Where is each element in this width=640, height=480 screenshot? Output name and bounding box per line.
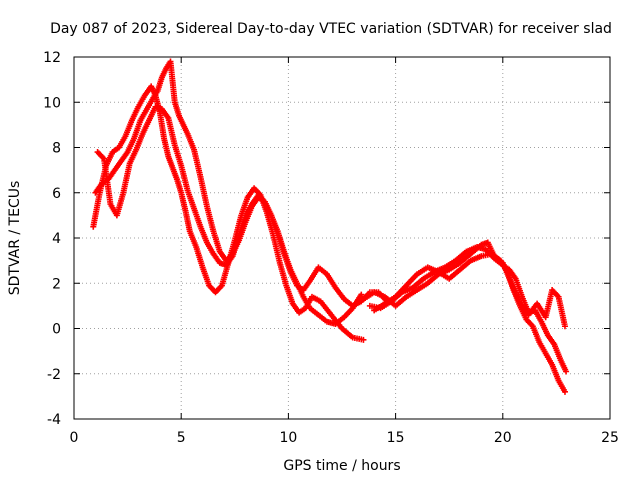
y-tick-label: 0 [52,322,61,338]
axes: 0 5 10 15 20 25 -4 -2 0 2 4 6 8 10 12 [43,50,619,446]
y-tick-label: -2 [47,367,61,383]
x-tick-label: 10 [279,430,297,446]
y-tick-label: 6 [52,186,61,202]
series-track-3 [94,103,365,327]
y-tick-label: 10 [43,95,61,111]
x-tick-label: 15 [387,430,405,446]
y-tick-label: 4 [52,231,61,247]
y-tick-label: 12 [43,50,61,66]
x-tick-label: 25 [601,430,619,446]
x-tick-label: 0 [70,430,79,446]
data-point [563,368,570,375]
x-tick-label: 20 [494,430,512,446]
data-point [561,323,568,330]
y-tick-label: 2 [52,276,61,292]
series-track-1 [90,83,367,343]
x-axis-label: GPS time / hours [283,458,400,474]
y-axis-label: SDTVAR / TECUs [7,181,23,296]
y-tick-label: 8 [52,141,61,157]
data-points [90,58,570,395]
chart-title: Day 087 of 2023, Sidereal Day-to-day VTE… [50,21,612,37]
series-track-2 [92,58,391,309]
y-tick-label: -4 [47,412,61,428]
series-track-6 [371,250,568,330]
data-point [360,336,367,343]
data-point [561,388,568,395]
data-point [358,291,365,298]
x-tick-label: 5 [177,430,186,446]
